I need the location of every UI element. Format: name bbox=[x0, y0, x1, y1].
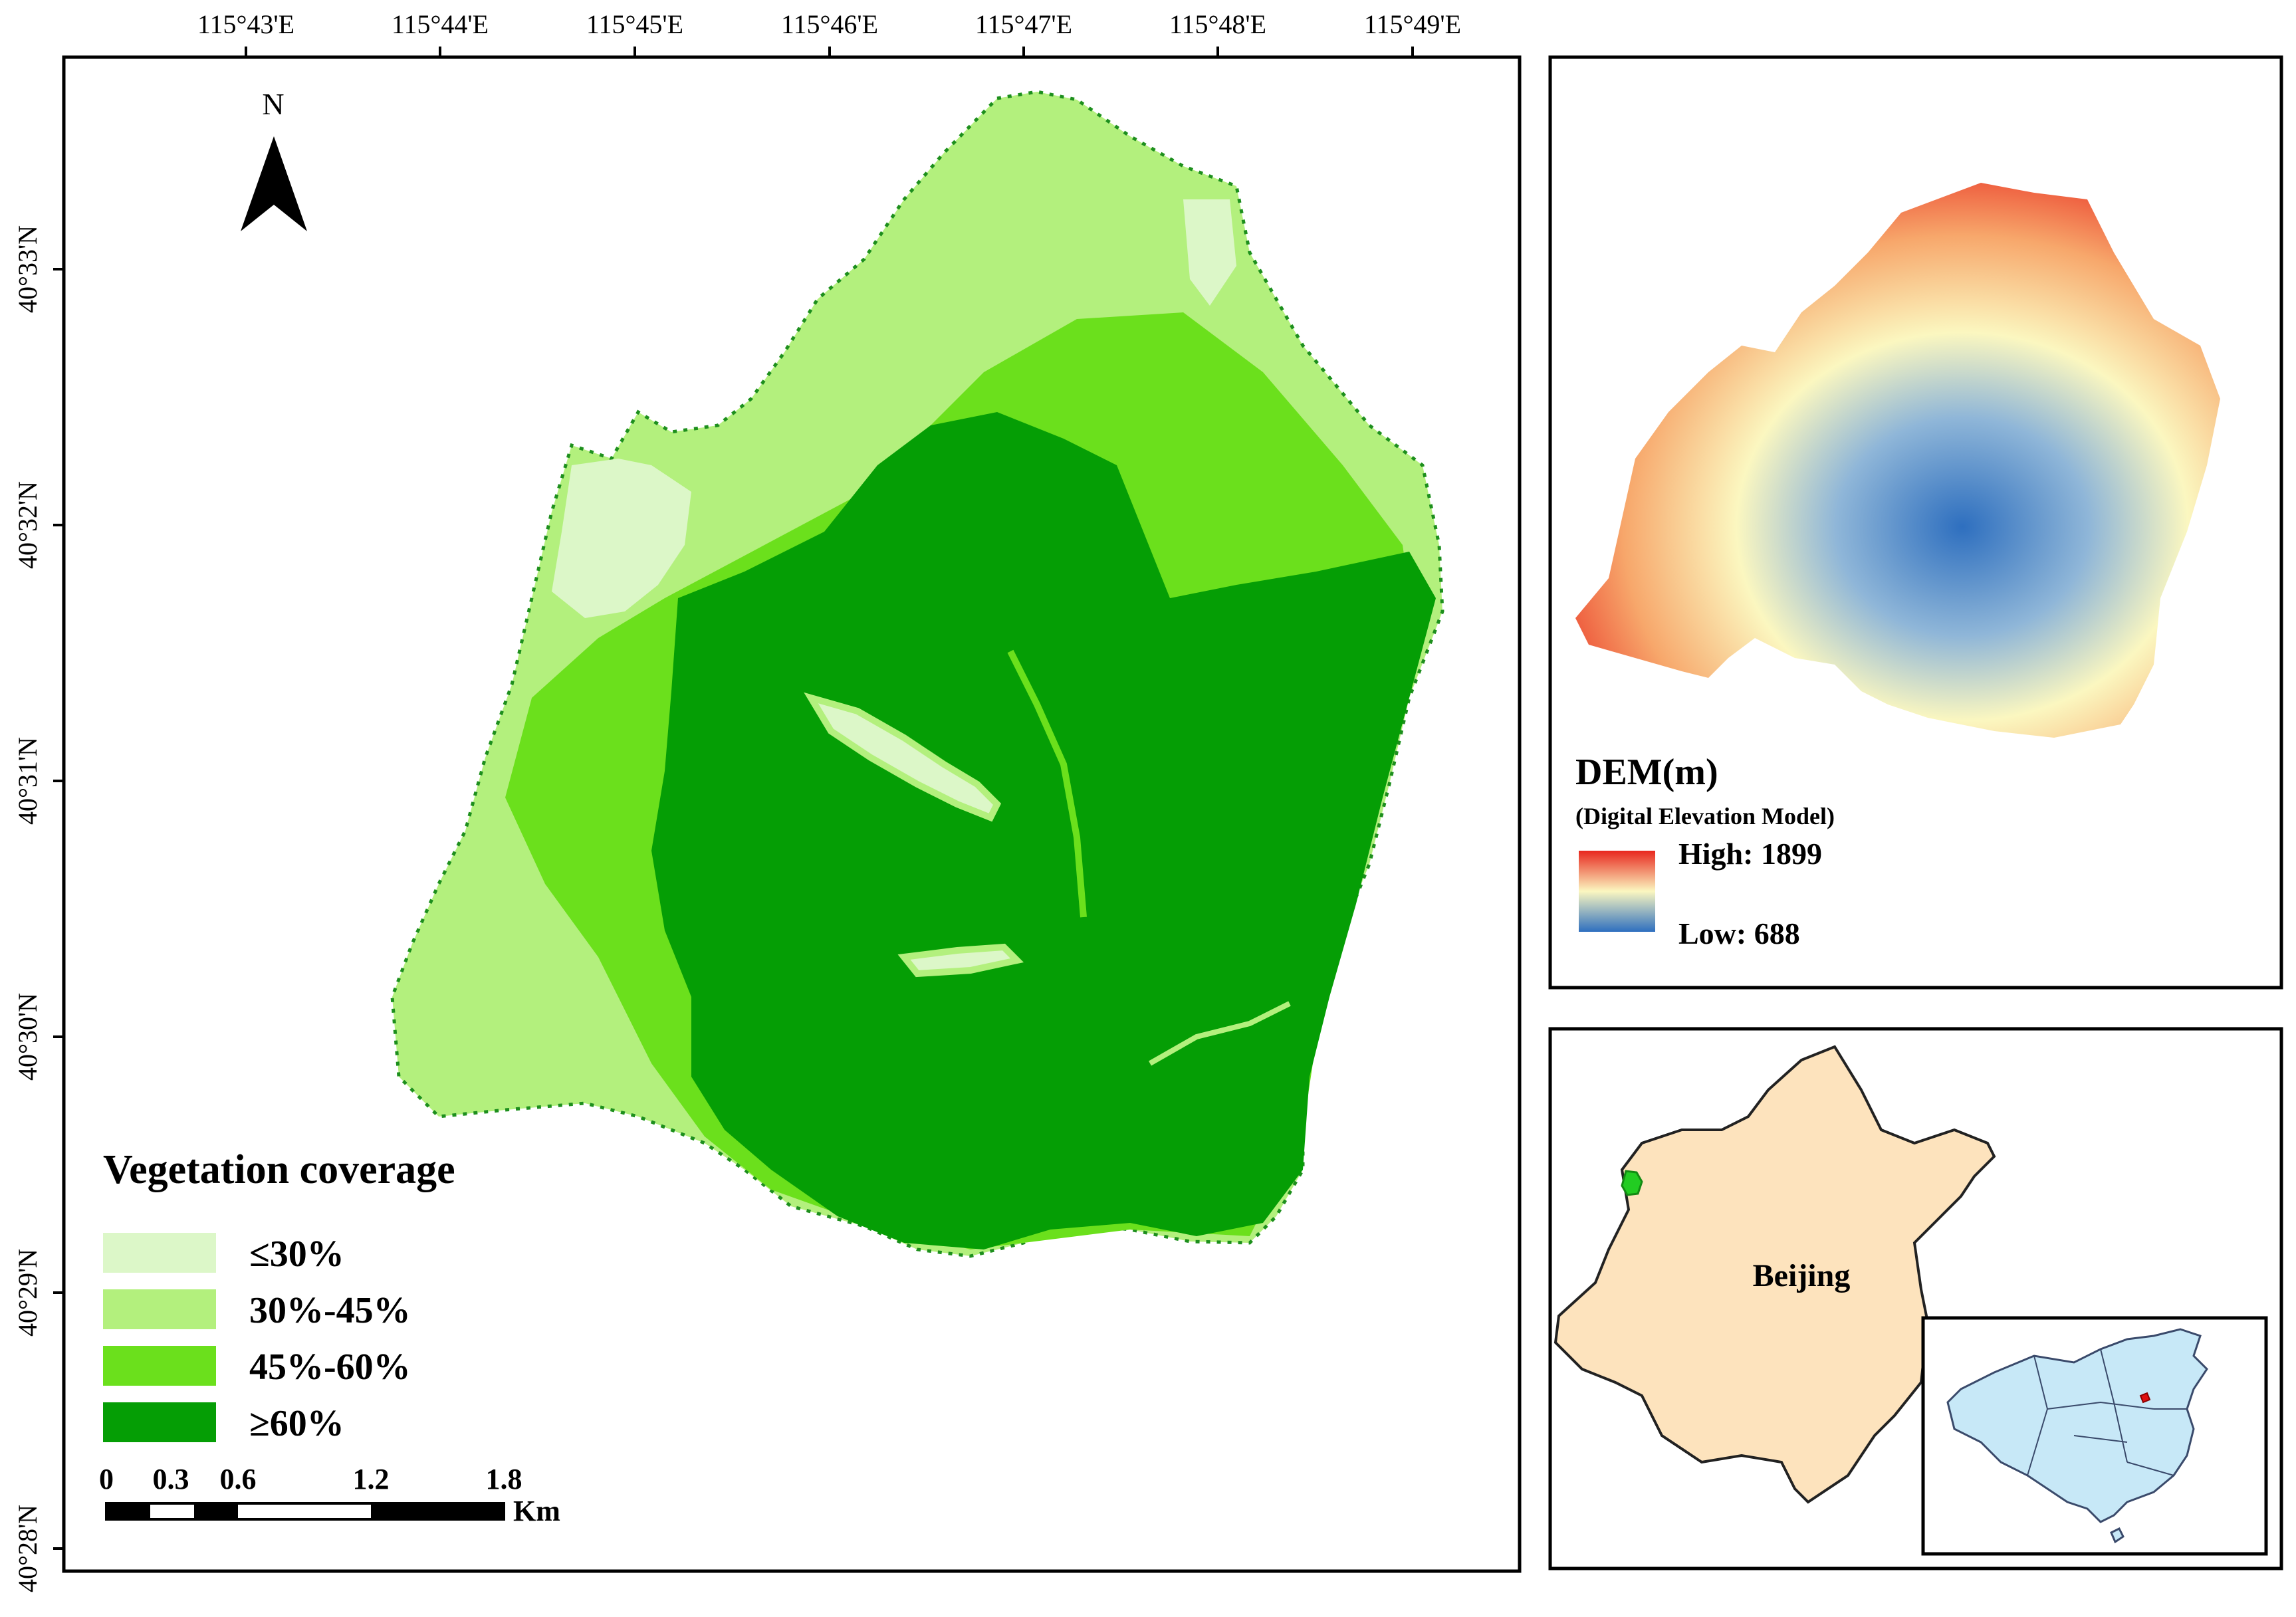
beijing-outline bbox=[1553, 1045, 1996, 1504]
hainan-island bbox=[2110, 1527, 2124, 1544]
valley-strip bbox=[1007, 649, 1087, 918]
location-inset: Beijing bbox=[1548, 1027, 2283, 1570]
valley-strip bbox=[897, 943, 1024, 978]
lat-label: 40°32'N bbox=[13, 481, 43, 569]
dem-low-label: Low: 688 bbox=[1678, 916, 1800, 950]
longitude-axis: 115°43'E 115°44'E 115°45'E 115°46'E 115°… bbox=[197, 9, 1461, 57]
lon-label: 115°49'E bbox=[1364, 9, 1461, 39]
main-map: 115°43'E 115°44'E 115°45'E 115°46'E 115°… bbox=[13, 9, 1522, 1592]
legend-label: 30%-45% bbox=[249, 1290, 411, 1331]
scale-unit: Km bbox=[513, 1495, 560, 1527]
latitude-axis: 40°33'N 40°32'N 40°31'N 40°30'N 40°29'N … bbox=[13, 225, 64, 1592]
beijing-location-marker bbox=[2139, 1392, 2151, 1404]
legend-label: ≥60% bbox=[249, 1403, 344, 1444]
legend-swatch bbox=[103, 1289, 216, 1329]
legend-swatch bbox=[103, 1233, 216, 1273]
lon-label: 115°48'E bbox=[1169, 9, 1266, 39]
north-arrow-icon bbox=[241, 136, 307, 231]
legend-label: 45%-60% bbox=[249, 1347, 411, 1388]
vegetation-legend: Vegetation coverage ≤30% 30%-45% 45%-60%… bbox=[103, 1147, 455, 1444]
scale-tick-label: 0.3 bbox=[153, 1463, 189, 1495]
north-arrow-label: N bbox=[262, 87, 284, 121]
coverage-low-zone bbox=[1183, 199, 1236, 306]
lat-label: 40°30'N bbox=[13, 993, 43, 1081]
lat-label: 40°31'N bbox=[13, 737, 43, 825]
coverage-low-zone bbox=[552, 459, 691, 618]
dem-title: DEM(m) bbox=[1575, 752, 1718, 793]
legend-title: Vegetation coverage bbox=[103, 1147, 455, 1192]
lon-label: 115°46'E bbox=[781, 9, 878, 39]
dem-high-label: High: 1899 bbox=[1678, 837, 1822, 871]
north-arrow: N bbox=[241, 87, 307, 231]
lat-label: 40°28'N bbox=[13, 1505, 43, 1592]
valley-strip bbox=[804, 692, 1002, 822]
dem-subtitle: (Digital Elevation Model) bbox=[1575, 803, 1835, 829]
scale-tick-label: 0 bbox=[99, 1463, 114, 1495]
lon-label: 115°44'E bbox=[392, 9, 489, 39]
dem-catchment bbox=[1575, 183, 2220, 738]
scale-tick-label: 0.6 bbox=[220, 1463, 257, 1495]
lon-label: 115°47'E bbox=[975, 9, 1072, 39]
scale-tick-label: 1.2 bbox=[353, 1463, 390, 1495]
legend-label: ≤30% bbox=[249, 1234, 344, 1275]
lon-label: 115°45'E bbox=[586, 9, 683, 39]
dem-legend-ramp bbox=[1579, 851, 1655, 932]
beijing-label: Beijing bbox=[1753, 1258, 1851, 1293]
vegetation-coverage-map bbox=[390, 90, 1444, 1258]
dem-inset: DEM(m) (Digital Elevation Model) High: 1… bbox=[1548, 55, 2283, 990]
china-province-lines bbox=[2027, 1348, 2187, 1476]
legend-swatch bbox=[103, 1402, 216, 1442]
scale-tick-label: 1.8 bbox=[486, 1463, 522, 1495]
legend-swatch bbox=[103, 1346, 216, 1386]
valley-strip bbox=[1149, 1001, 1291, 1066]
lon-label: 115°43'E bbox=[197, 9, 294, 39]
coverage-high-zone bbox=[651, 412, 1436, 1249]
scale-bar: 0 0.3 0.6 1.2 1.8 Km bbox=[99, 1463, 560, 1527]
lat-label: 40°33'N bbox=[13, 225, 43, 313]
lat-label: 40°29'N bbox=[13, 1249, 43, 1337]
study-area-marker bbox=[1621, 1170, 1643, 1196]
